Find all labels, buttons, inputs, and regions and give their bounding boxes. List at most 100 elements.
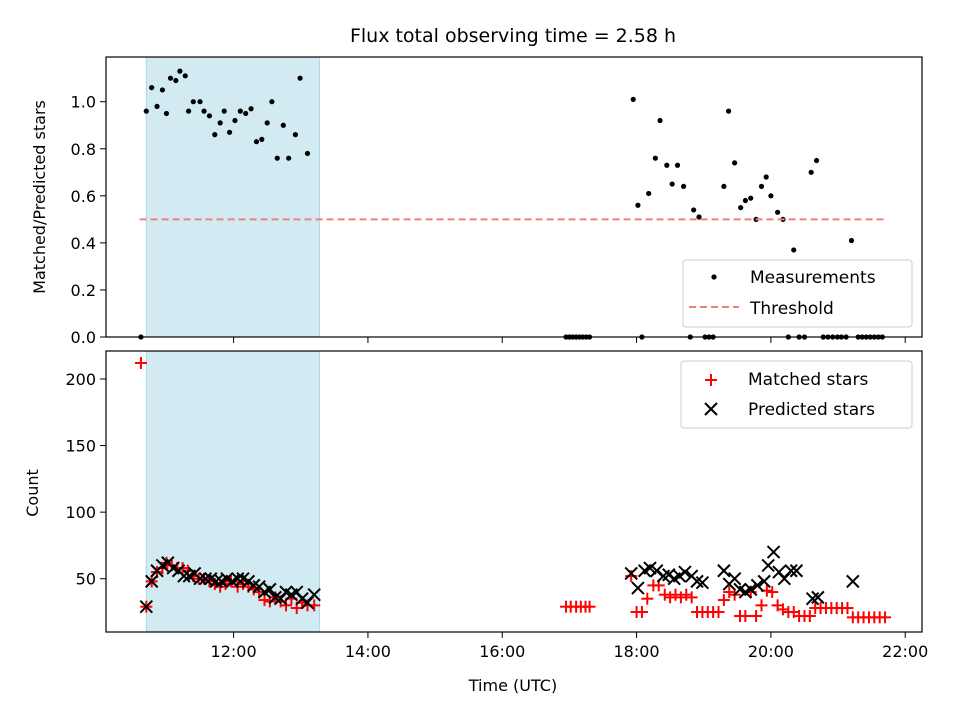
- measurement-point: [635, 202, 641, 208]
- count-panel: 50 100 150 200 12:00 14:00 16:00 18:00 20:00 22:…: [23, 350, 928, 695]
- bottom-y-axis: 50 100 150 200: [65, 370, 106, 589]
- predicted-stars-point-b: [846, 574, 860, 589]
- top-legend-box: [682, 259, 913, 328]
- predicted-stars-point: [144, 574, 159, 589]
- predicted-stars-point-b: [307, 588, 321, 602]
- top-x-ticks: [233, 337, 906, 343]
- measurement-point: [159, 87, 166, 93]
- measurement-point: [154, 103, 160, 110]
- top-legend: Measurements Threshold: [682, 259, 913, 328]
- measurement-point: [221, 108, 227, 114]
- legend-predicted-marker: [704, 402, 718, 416]
- predicted-stars-point: [263, 582, 277, 597]
- measurement-point: [197, 99, 203, 105]
- observing-interval-band: [145, 350, 321, 633]
- matched-stars-point: [658, 588, 671, 601]
- matched-stars-point: [723, 586, 736, 599]
- measurement-point: [269, 99, 275, 105]
- predicted-stars-point: [784, 564, 798, 578]
- matched-stars-point: [879, 611, 892, 624]
- matched-stars-point: [674, 591, 687, 604]
- measurement-point: [691, 207, 697, 213]
- measurement-point: [149, 84, 155, 91]
- predicted-stars-point: [750, 578, 765, 593]
- measurement-point: [738, 204, 744, 211]
- bottom-legend-box: [680, 360, 913, 429]
- x-tick-label: 18:00: [614, 642, 660, 661]
- matched-stars-point: [712, 606, 725, 619]
- measurement-point: [664, 162, 670, 168]
- y-tick-label: 150: [65, 437, 96, 456]
- predicted-stars-point-b: [193, 572, 207, 586]
- measurement-point: [274, 155, 280, 161]
- chart-title: Flux total observing time = 2.58 h: [350, 25, 676, 47]
- measurement-point: [758, 183, 765, 190]
- predicted-stars-point: [727, 572, 742, 586]
- matched-stars-point: [685, 591, 698, 604]
- predicted-stars-point-b: [290, 585, 304, 599]
- measurement-point: [775, 209, 781, 215]
- observing-interval-band: [145, 56, 321, 338]
- predicted-stars-point-b: [139, 599, 154, 614]
- predicted-stars-point: [198, 572, 213, 586]
- measurement-point: [217, 120, 223, 126]
- y-tick-label: 0.2: [71, 281, 96, 300]
- measurement-point: [742, 197, 748, 204]
- matched-stars-point: [134, 356, 147, 369]
- predicted-stars-point-b: [678, 565, 692, 579]
- measurement-point: [259, 136, 265, 142]
- top-observing-interval-shade: [145, 56, 321, 338]
- predicted-stars-point: [177, 569, 191, 583]
- y-tick-label: 1.0: [71, 93, 96, 112]
- matched-stars-point: [755, 599, 768, 612]
- legend-measurements-marker: [711, 274, 717, 280]
- predicted-stars-point: [757, 574, 771, 589]
- x-axis-label: Time (UTC): [468, 676, 557, 695]
- measurement-point: [212, 132, 218, 138]
- measurement-point: [768, 193, 774, 199]
- measurement-point: [721, 183, 727, 190]
- predicted-stars-point-b: [204, 572, 218, 586]
- measurement-point: [297, 75, 303, 81]
- predicted-stars-point: [631, 581, 645, 595]
- predicted-stars-point-b: [279, 585, 293, 599]
- predicted-stars-point-b: [236, 572, 250, 586]
- predicted-stars-point-b: [690, 574, 704, 589]
- measurement-point: [190, 99, 196, 105]
- measurement-point: [657, 117, 663, 124]
- measurement-point: [186, 108, 192, 114]
- predicted-stars-point-b: [144, 574, 159, 589]
- predicted-stars-point: [139, 599, 154, 614]
- measurement-point: [182, 73, 188, 79]
- measurement-point: [646, 190, 652, 197]
- measurement-point: [696, 214, 702, 220]
- legend-threshold-label: Threshold: [749, 299, 834, 319]
- predicted-stars-point-b: [650, 564, 664, 578]
- y-tick-label: 0.0: [71, 328, 96, 347]
- x-tick-label: 22:00: [882, 642, 928, 661]
- predicted-stars-point-b: [220, 572, 234, 586]
- predicted-stars-point-b: [695, 576, 710, 590]
- measurement-point: [674, 162, 681, 168]
- measurement-point: [848, 237, 855, 244]
- predicted-stars-point: [307, 588, 321, 602]
- measurement-point: [264, 120, 270, 126]
- x-tick-label: 14:00: [345, 642, 391, 661]
- predicted-stars-point-b: [643, 561, 657, 575]
- predicted-stars-point-b: [717, 564, 731, 578]
- measurement-point: [304, 150, 311, 157]
- measurement-point: [143, 108, 149, 114]
- matched-stars-point: [803, 610, 816, 623]
- measurement-point: [280, 122, 286, 128]
- measurement-point: [732, 160, 738, 166]
- predicted-stars-point-b: [177, 569, 191, 583]
- measurement-point: [253, 139, 260, 145]
- bottom-x-axis: 12:00 14:00 16:00 18:00 20:00 22:00: [211, 632, 928, 661]
- matched-stars-point: [583, 600, 596, 613]
- predicted-stars-point-b: [230, 572, 245, 586]
- predicted-stars-point: [209, 574, 223, 589]
- measurement-point: [206, 113, 213, 119]
- measurement-point: [808, 169, 814, 175]
- measurement-point: [163, 110, 170, 117]
- predicted-stars-point-b: [631, 581, 645, 595]
